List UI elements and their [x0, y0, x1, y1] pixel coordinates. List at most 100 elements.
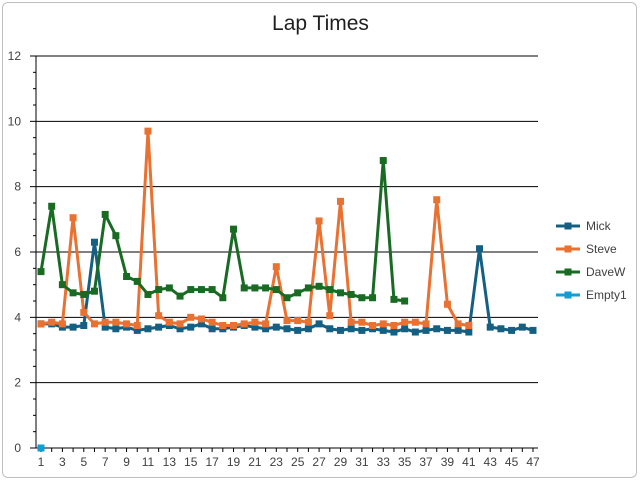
data-point	[197, 315, 205, 323]
series-steve	[37, 127, 473, 329]
legend-label: Mick	[586, 219, 612, 233]
data-point	[390, 295, 398, 303]
data-point	[240, 320, 248, 328]
data-point	[48, 202, 56, 210]
legend-label: Steve	[586, 242, 617, 256]
data-point	[90, 320, 98, 328]
legend-swatch-marker	[564, 245, 572, 253]
x-tick-label: 31	[355, 455, 369, 469]
data-point	[69, 214, 77, 222]
x-tick-label: 23	[270, 455, 284, 469]
data-point	[369, 322, 377, 329]
x-tick-label: 33	[377, 455, 391, 469]
series-line	[39, 159, 405, 303]
data-point	[208, 318, 216, 326]
data-point	[144, 290, 152, 298]
data-point	[358, 294, 366, 302]
data-point	[304, 325, 312, 333]
data-point	[422, 326, 430, 334]
legend-entry: Empty1	[556, 288, 627, 302]
data-point	[165, 284, 173, 292]
data-point	[347, 318, 355, 326]
data-point	[529, 326, 537, 334]
chart-title: Lap Times	[272, 12, 369, 35]
x-tick-label: 7	[102, 455, 109, 469]
y-tick-label: 6	[14, 245, 21, 259]
data-point	[294, 289, 302, 297]
data-point	[219, 322, 227, 329]
data-point	[433, 196, 441, 204]
data-point	[390, 322, 398, 329]
data-point	[251, 318, 259, 326]
series-davew	[37, 157, 409, 305]
x-tick-label: 13	[163, 455, 177, 469]
data-point	[518, 323, 526, 331]
data-point	[37, 320, 45, 328]
data-point	[465, 322, 473, 329]
data-point	[133, 326, 141, 334]
data-point	[326, 286, 334, 294]
data-point	[58, 281, 66, 289]
series-group	[37, 127, 537, 452]
x-tick-label: 21	[248, 455, 262, 469]
legend-label: Empty1	[586, 288, 627, 302]
x-tick-label: 9	[123, 455, 130, 469]
data-point	[336, 326, 344, 334]
data-point	[486, 323, 494, 331]
legend-entry: DaveW	[556, 265, 626, 279]
data-point	[294, 317, 302, 325]
data-point	[497, 325, 505, 333]
data-point	[326, 325, 334, 333]
data-point	[80, 322, 88, 329]
data-point	[69, 289, 77, 297]
x-tick-label: 11	[142, 455, 155, 469]
legend-label: DaveW	[586, 265, 626, 279]
y-tick-label: 2	[14, 376, 21, 390]
x-tick-label: 3	[59, 455, 66, 469]
data-point	[443, 300, 451, 308]
data-point	[272, 286, 280, 294]
x-tick-label: 39	[441, 455, 455, 469]
data-point	[101, 210, 109, 218]
data-point	[90, 238, 98, 246]
series-line	[40, 129, 470, 327]
x-tick-label: 41	[462, 455, 476, 469]
legend-swatch-marker	[564, 222, 572, 230]
data-point	[37, 444, 45, 452]
x-tick-label: 19	[227, 455, 241, 469]
data-point	[197, 320, 205, 328]
data-point	[272, 263, 280, 271]
x-tick-label: 5	[80, 455, 87, 469]
data-point	[144, 127, 152, 135]
data-point	[347, 325, 355, 333]
data-point	[37, 268, 45, 276]
data-point	[401, 297, 409, 305]
legend-entry: Steve	[556, 242, 617, 256]
data-point	[58, 320, 66, 328]
x-tick-label: 43	[484, 455, 498, 469]
chart-frame	[2, 2, 637, 478]
data-point	[80, 290, 88, 298]
data-point	[347, 290, 355, 298]
data-point	[443, 326, 451, 334]
data-point	[358, 318, 366, 326]
data-point	[80, 308, 88, 316]
data-point	[208, 286, 216, 294]
x-tick-label: 1	[38, 455, 45, 469]
data-point	[90, 287, 98, 295]
data-point	[454, 320, 462, 328]
x-tick-label: 29	[334, 455, 348, 469]
data-point	[283, 294, 291, 302]
data-point	[133, 322, 141, 329]
data-point	[358, 326, 366, 334]
data-point	[69, 323, 77, 331]
data-point	[411, 328, 419, 336]
y-tick-label: 12	[8, 49, 22, 63]
data-point	[315, 217, 323, 225]
data-point	[315, 282, 323, 290]
x-tick-label: 35	[398, 455, 412, 469]
x-tick-label: 37	[419, 455, 433, 469]
x-tick-label: 45	[505, 455, 519, 469]
data-point	[326, 312, 334, 320]
